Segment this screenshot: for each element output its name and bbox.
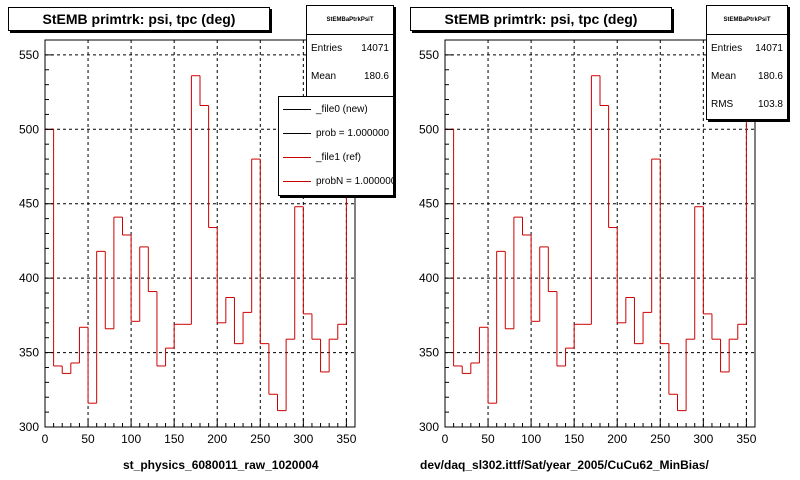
x-tick-label: 150 — [564, 432, 584, 446]
stats-mean-value: 180.6 — [363, 71, 389, 82]
legend-item: _file0 (new) — [279, 97, 393, 121]
x-tick-label: 300 — [693, 432, 713, 446]
stats-entries-row: Entries 14071 — [307, 35, 393, 63]
y-tick-label: 350 — [419, 346, 439, 360]
stats-entries-row: Entries 14071 — [707, 35, 787, 63]
left-legend: _file0 (new) prob = 1.000000 _file1 (ref… — [278, 96, 394, 196]
legend-label: _file0 (new) — [316, 103, 368, 115]
y-tick-label: 550 — [19, 48, 39, 62]
x-tick-label: 100 — [121, 432, 141, 446]
stats-entries-value: 14071 — [361, 43, 389, 54]
x-tick-label: 250 — [650, 432, 670, 446]
y-tick-label: 400 — [419, 271, 439, 285]
stats-mean-value: 180.6 — [757, 71, 783, 82]
stats-rms-row: RMS 103.8 — [707, 91, 787, 119]
legend-swatch-black — [283, 108, 311, 110]
x-axis: 0 50 100 150 200 250 300 350 — [42, 419, 357, 446]
stats-entries-value: 14071 — [755, 43, 783, 54]
x-axis: 0 50 100 150 200 250 300 350 — [442, 419, 757, 446]
x-tick-label: 50 — [481, 432, 495, 446]
y-tick-label: 500 — [419, 122, 439, 136]
stats-title: StEMBaPtrkPsiT — [707, 6, 787, 35]
stats-rms-label: RMS — [711, 99, 734, 110]
legend-swatch-red — [283, 156, 311, 158]
legend-item: probN = 1.000000 — [279, 169, 393, 193]
x-tick-label: 250 — [250, 432, 270, 446]
histogram-series — [445, 60, 756, 427]
y-tick-label: 450 — [419, 197, 439, 211]
left-chart-title: StEMB primtrk: psi, tpc (deg) — [8, 7, 270, 31]
y-tick-label: 300 — [19, 420, 39, 434]
y-tick-label: 550 — [419, 48, 439, 62]
x-tick-label: 350 — [336, 432, 356, 446]
y-tick-label: 450 — [19, 197, 39, 211]
stats-title: StEMBaPtrkPsiT — [307, 6, 393, 35]
x-tick-label: 100 — [521, 432, 541, 446]
legend-label: probN = 1.000000 — [316, 175, 394, 187]
left-x-axis-title: st_physics_6080011_raw_1020004 — [123, 458, 319, 472]
stats-entries-label: Entries — [311, 43, 343, 54]
left-stats-box: StEMBaPtrkPsiT Entries 14071 Mean 180.6 — [306, 5, 394, 98]
stats-mean-row: Mean 180.6 — [307, 63, 393, 91]
right-stats-box: StEMBaPtrkPsiT Entries 14071 Mean 180.6 … — [706, 5, 788, 120]
y-tick-label: 350 — [19, 346, 39, 360]
legend-item: prob = 1.000000 — [279, 121, 393, 145]
stats-entries-label: Entries — [711, 43, 743, 54]
x-tick-label: 0 — [442, 432, 449, 446]
legend-swatch-red — [283, 180, 311, 182]
y-axis: 300 350 400 450 500 550 — [419, 39, 453, 434]
x-tick-label: 300 — [293, 432, 313, 446]
legend-label: _file1 (ref) — [316, 151, 362, 163]
x-tick-label: 150 — [164, 432, 184, 446]
stats-mean-row: Mean 180.6 — [707, 63, 787, 91]
x-tick-label: 350 — [736, 432, 756, 446]
x-tick-label: 50 — [81, 432, 95, 446]
y-axis: 300 350 400 450 500 550 — [19, 39, 53, 434]
legend-label: prob = 1.000000 — [316, 127, 390, 139]
right-x-axis-title: dev/daq_sl302.ittf/Sat/year_2005/CuCu62_… — [420, 458, 709, 472]
x-tick-label: 200 — [207, 432, 227, 446]
y-tick-label: 300 — [419, 420, 439, 434]
right-chart-title: StEMB primtrk: psi, tpc (deg) — [410, 7, 672, 31]
y-tick-label: 500 — [19, 122, 39, 136]
x-tick-label: 200 — [607, 432, 627, 446]
stats-mean-label: Mean — [311, 71, 337, 82]
x-tick-label: 0 — [42, 432, 49, 446]
legend-item: _file1 (ref) — [279, 145, 393, 169]
legend-swatch-black — [283, 132, 311, 134]
y-tick-label: 400 — [19, 271, 39, 285]
stats-mean-label: Mean — [711, 71, 737, 82]
stats-rms-value: 103.8 — [757, 99, 783, 110]
